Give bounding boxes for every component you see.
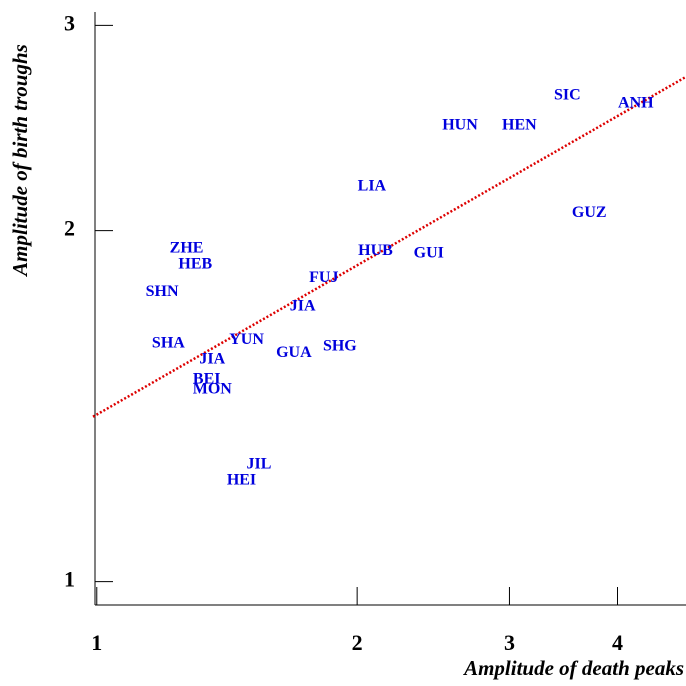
point-label: SHN [146, 283, 179, 300]
point-label: JIL [247, 455, 272, 472]
y-tick-label: 3 [64, 10, 75, 35]
point-label: YUN [229, 331, 264, 348]
point-label: HEN [502, 116, 537, 133]
point-label: GUA [276, 344, 312, 361]
x-tick-label: 3 [504, 630, 515, 655]
point-label: HUB [358, 242, 393, 259]
point-label: ZHE [170, 239, 204, 256]
y-axis-label: Amplitude of birth troughs [8, 44, 32, 278]
x-tick-label: 2 [352, 630, 363, 655]
point-label: LIA [358, 178, 387, 195]
point-label: SHG [323, 338, 357, 355]
x-tick-label: 4 [612, 630, 623, 655]
point-label: GUI [414, 245, 444, 262]
y-tick-label: 2 [64, 216, 75, 241]
point-label: ANH [618, 94, 654, 111]
point-label: JIA [290, 298, 316, 315]
point-label: JIA [199, 350, 225, 367]
point-label: HEB [178, 255, 212, 272]
x-axis-label: Amplitude of death peaks [462, 656, 684, 680]
point-label: BEI [193, 370, 221, 387]
point-label: FUJ [309, 269, 338, 286]
point-label: GUZ [572, 204, 607, 221]
point-label: HEI [227, 472, 256, 489]
point-label: SHA [152, 334, 185, 351]
point-label: SIC [554, 87, 581, 104]
fit-line [92, 75, 686, 418]
point-label: MON [193, 381, 233, 398]
point-label: HUN [442, 116, 478, 133]
y-tick-label: 1 [64, 567, 75, 592]
x-tick-label: 1 [91, 630, 102, 655]
